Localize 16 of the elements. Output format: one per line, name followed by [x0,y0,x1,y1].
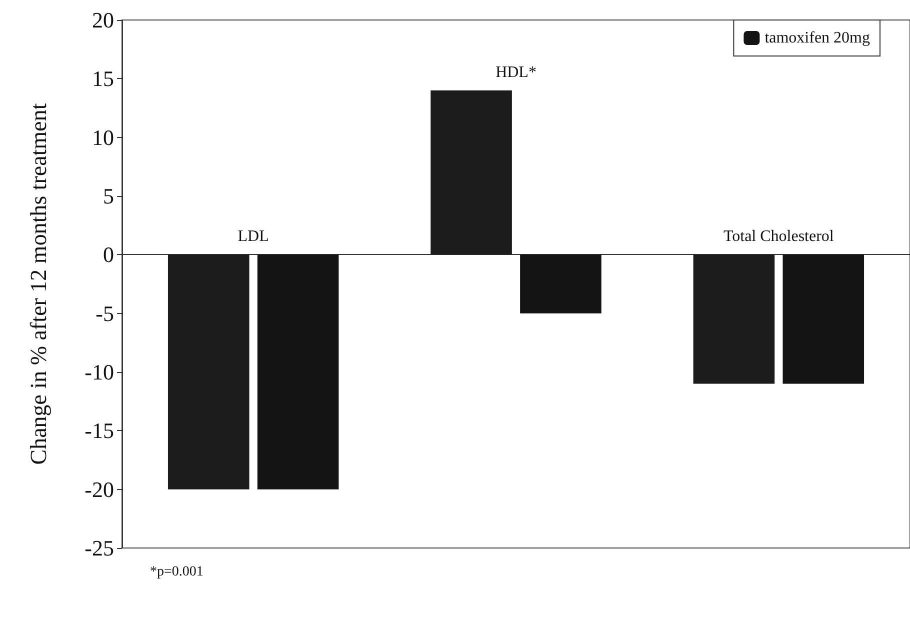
y-tick-label: 10 [92,124,114,150]
y-tick-label: -15 [84,418,114,444]
y-tick-label: 5 [103,184,114,208]
y-tick-label: 20 [92,8,114,32]
legend-label: tamoxifen 20mg [764,30,870,46]
y-tick-label: -10 [84,360,114,384]
y-tick-label: -5 [96,300,114,326]
x-tick-label: LDL [238,228,269,246]
y-axis-title: Change in % after 12 months treatment [26,102,51,465]
y-tick-label: -25 [84,536,114,560]
text: *p=0.001 [150,564,204,580]
y-tick-label: 0 [103,242,114,268]
y-tick-label: -20 [84,476,114,502]
x-tick-label: Total Cholesterol [723,228,834,246]
y-tick-label: 15 [92,66,114,92]
x-tick-label: HDL* [496,64,536,81]
